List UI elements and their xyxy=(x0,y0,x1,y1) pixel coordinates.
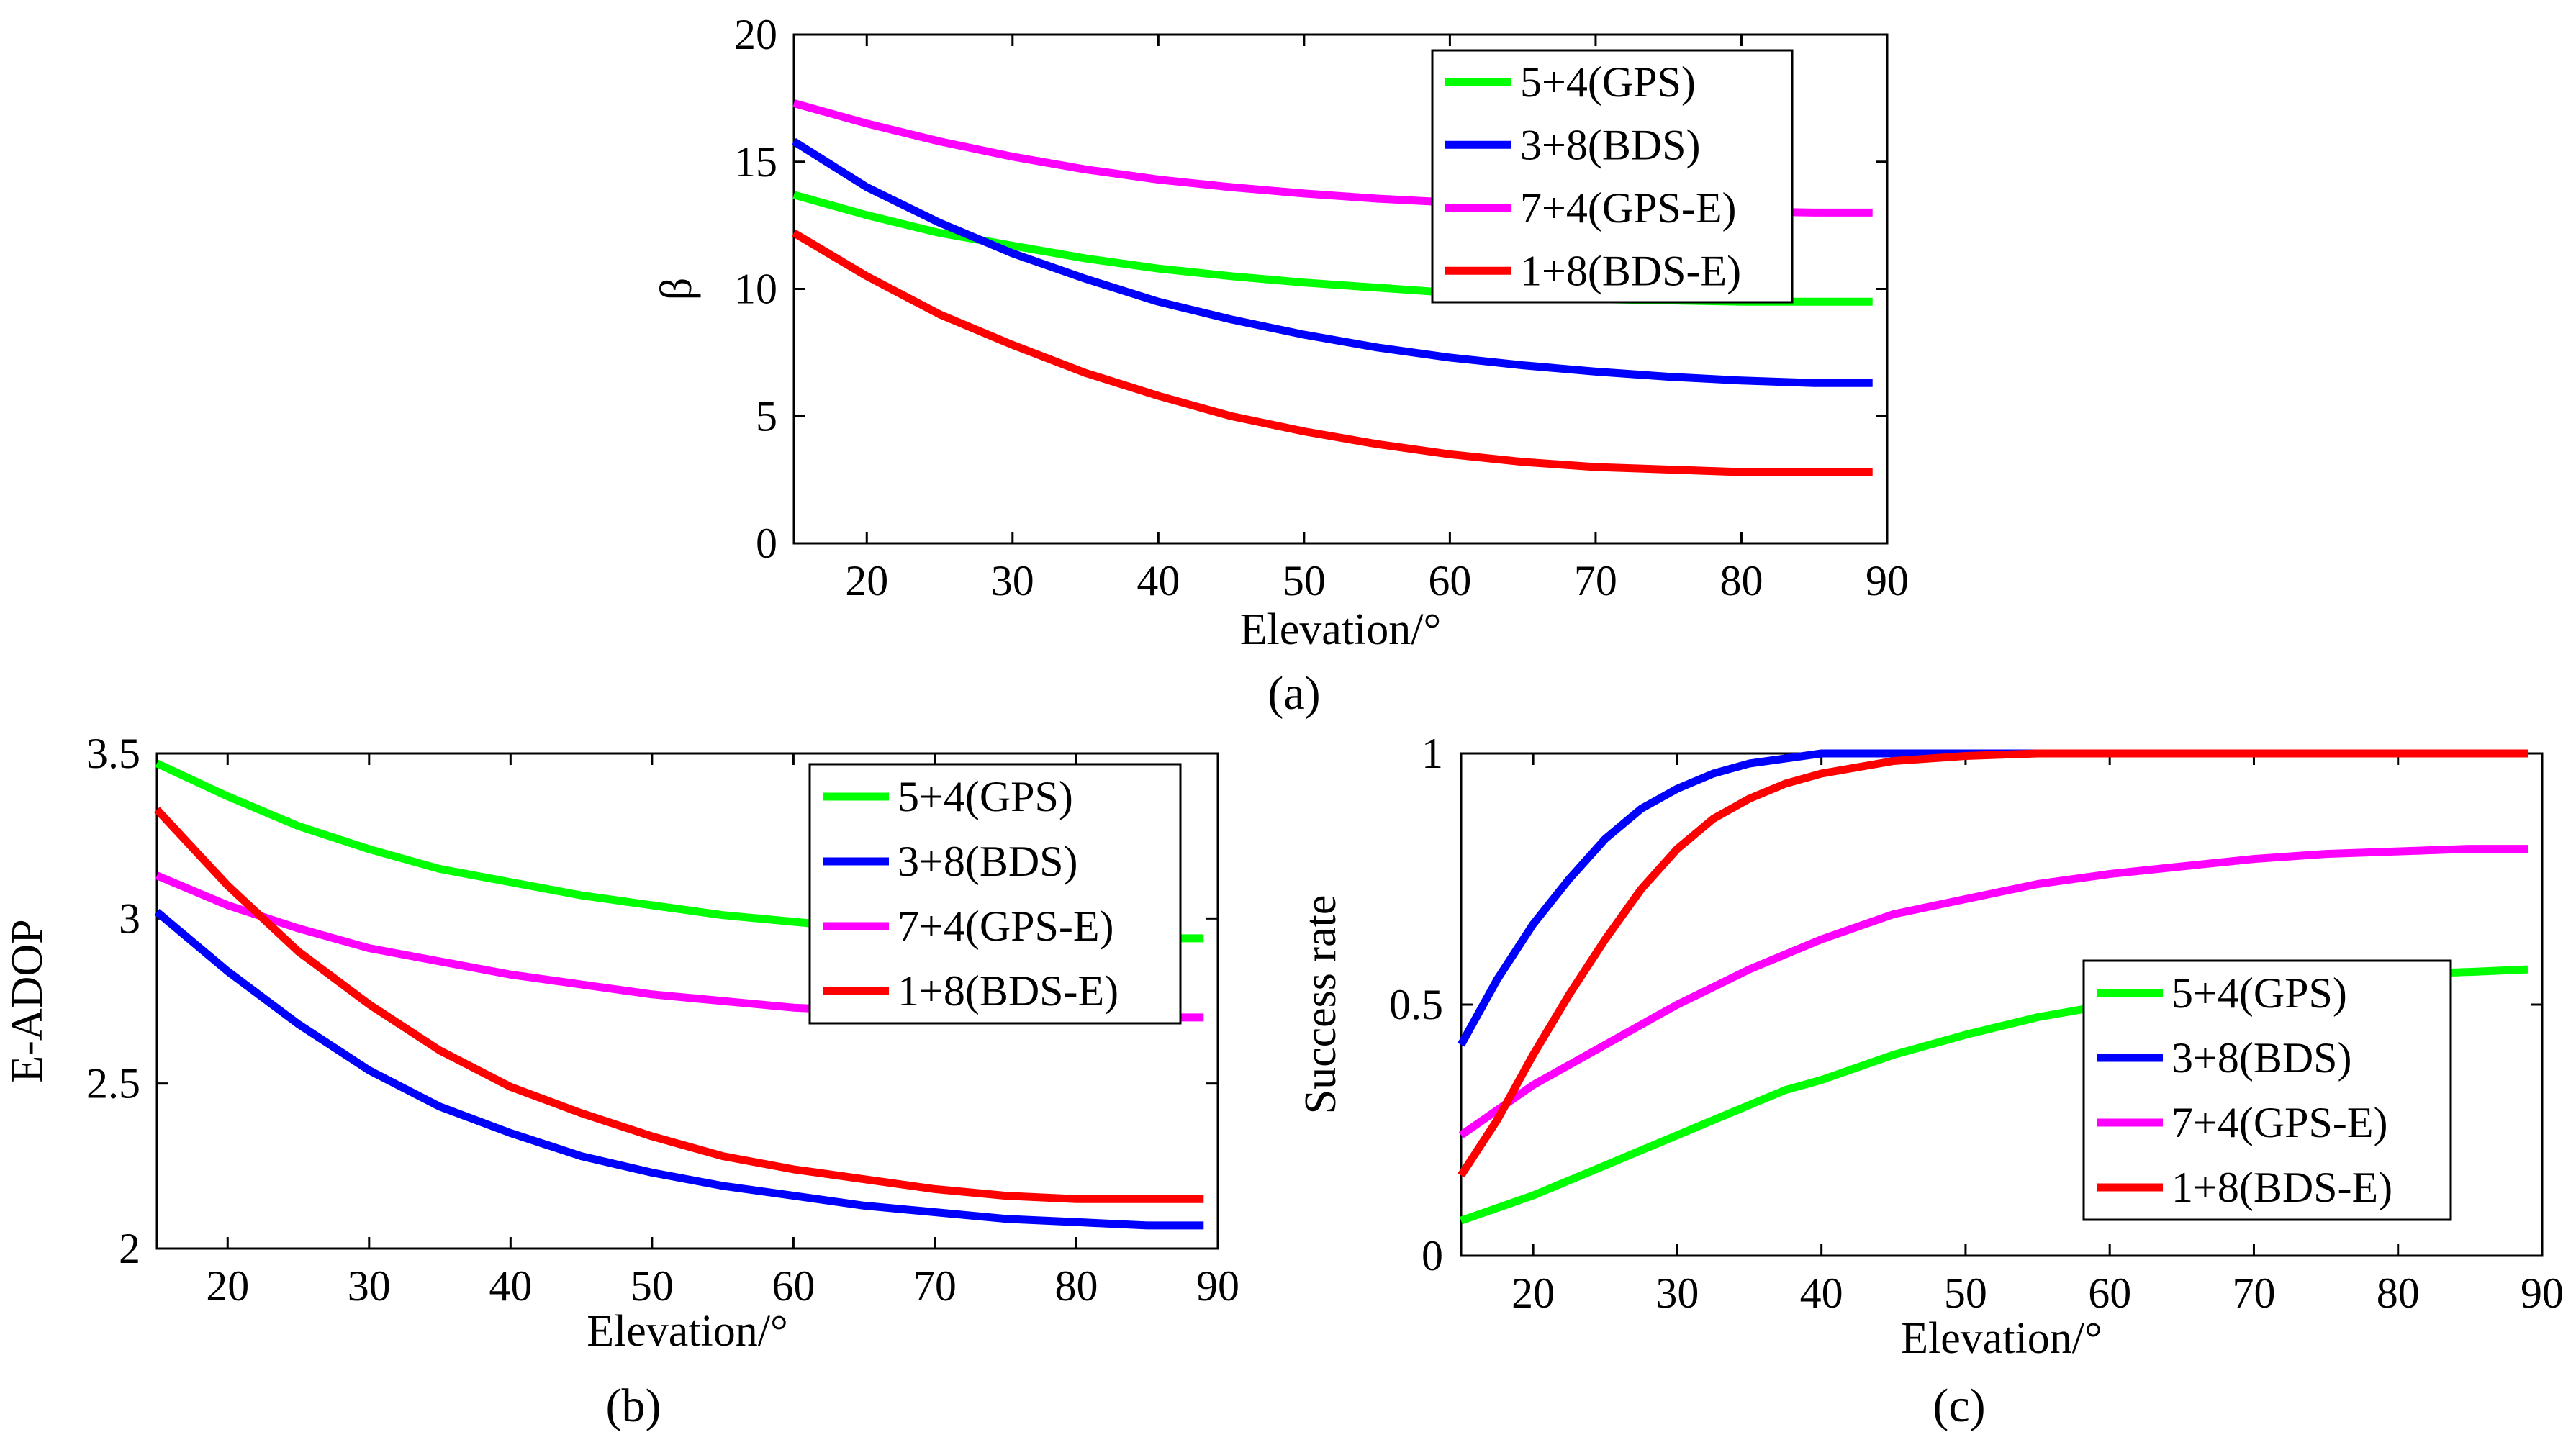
series-line-1-8-bds-e xyxy=(153,807,1204,1203)
legend-entry-label: 7+4(GPS-E) xyxy=(1520,184,1737,232)
series-line-1-8-bds-e xyxy=(1458,749,2528,1178)
y-tick-label: 2 xyxy=(119,1225,140,1272)
panel-label: (b) xyxy=(606,1380,661,1432)
x-tick-label: 20 xyxy=(1511,1269,1555,1317)
series-line-1-8-bds-e xyxy=(792,229,1873,476)
y-axis-label: β xyxy=(652,278,701,301)
x-tick-label: 80 xyxy=(1719,557,1763,604)
panel-label: (c) xyxy=(1933,1380,1985,1432)
x-tick-label: 50 xyxy=(631,1262,674,1310)
y-axis-label: E-ADOP xyxy=(3,919,52,1082)
legend-entry-label: 3+8(BDS) xyxy=(1520,121,1701,168)
x-tick-label: 30 xyxy=(348,1262,391,1310)
x-tick-label: 50 xyxy=(1283,557,1326,604)
legend-entry-label: 7+4(GPS-E) xyxy=(898,902,1114,950)
y-tick-label: 0 xyxy=(1422,1232,1443,1279)
x-tick-label: 20 xyxy=(206,1262,249,1310)
legend-box xyxy=(2082,959,2452,1221)
x-tick-label: 20 xyxy=(845,557,888,604)
x-tick-label: 60 xyxy=(1428,557,1471,604)
chart-panel-c: 20 30 40 50 60 70 80 90 0 0.5 1 5+4(GPS) 3+8(BDS) 7+4… xyxy=(1296,730,2564,1432)
y-tick-label: 0.5 xyxy=(1389,981,1443,1028)
x-tick-label: 50 xyxy=(1944,1269,1987,1317)
legend-entry-label: 5+4(GPS) xyxy=(898,773,1073,820)
legend: 5+4(GPS) 3+8(BDS) 7+4(GPS-E) 1+8(BDS-E) xyxy=(2082,959,2452,1221)
x-tick-label: 80 xyxy=(1054,1262,1098,1310)
x-tick-label: 80 xyxy=(2377,1269,2420,1317)
x-tick-label: 60 xyxy=(2088,1269,2131,1317)
legend: 5+4(GPS) 3+8(BDS) 7+4(GPS-E) 1+8(BDS-E) xyxy=(1431,49,1794,304)
y-tick-label: 5 xyxy=(756,392,777,440)
y-tick-label: 15 xyxy=(734,138,777,186)
chart-panel-b: 20 30 40 50 60 70 80 90 2 2.5 3 3.5 5+4(GPS) 3+8(BDS)… xyxy=(3,730,1239,1432)
series-line-3-8-bds xyxy=(792,137,1873,387)
x-tick-label: 30 xyxy=(991,557,1034,604)
legend-entry-label: 5+4(GPS) xyxy=(2171,969,2347,1017)
x-tick-label: 30 xyxy=(1655,1269,1699,1317)
x-tick-label: 40 xyxy=(489,1262,532,1310)
plot-area-frame xyxy=(155,752,1219,1250)
x-tick-label: 60 xyxy=(772,1262,815,1310)
legend-entry-label: 3+8(BDS) xyxy=(898,838,1078,885)
legend-entry-label: 1+8(BDS-E) xyxy=(898,967,1118,1015)
legend-entry-label: 1+8(BDS-E) xyxy=(1520,247,1741,294)
legend-entry-label: 7+4(GPS-E) xyxy=(2171,1099,2388,1146)
legend-entry-label: 3+8(BDS) xyxy=(2171,1034,2352,1082)
x-axis-label: Elevation/° xyxy=(1240,605,1442,654)
y-tick-label: 3 xyxy=(119,894,140,942)
legend-box xyxy=(808,763,1182,1025)
x-tick-label: 70 xyxy=(1574,557,1617,604)
x-tick-label: 90 xyxy=(2521,1269,2564,1317)
x-axis-label: Elevation/° xyxy=(1901,1314,2102,1363)
legend-entry-label: 5+4(GPS) xyxy=(1520,58,1696,106)
panel-label: (a) xyxy=(1267,667,1320,720)
series-line-7-4-gps-e xyxy=(1458,845,2528,1139)
series-line-3-8-bds xyxy=(154,908,1204,1230)
y-tick-label: 1 xyxy=(1422,730,1443,777)
chart-panel-a: 20 30 40 50 60 70 80 90 0 5 10 15 20 5+4(GPS) 3+8(BDS)… xyxy=(652,11,1909,720)
legend: 5+4(GPS) 3+8(BDS) 7+4(GPS-E) 1+8(BDS-E) xyxy=(808,763,1182,1025)
x-tick-label: 70 xyxy=(2232,1269,2275,1317)
y-tick-label: 20 xyxy=(734,11,777,58)
legend-entry-label: 1+8(BDS-E) xyxy=(2171,1164,2392,1211)
x-tick-label: 90 xyxy=(1196,1262,1239,1310)
legend-box xyxy=(1431,49,1794,304)
y-tick-label: 0 xyxy=(756,520,777,567)
x-tick-label: 90 xyxy=(1866,557,1909,604)
x-tick-label: 40 xyxy=(1136,557,1180,604)
x-tick-label: 40 xyxy=(1800,1269,1843,1317)
x-tick-label: 70 xyxy=(913,1262,957,1310)
x-axis-label: Elevation/° xyxy=(587,1307,788,1356)
y-tick-label: 3.5 xyxy=(86,730,140,777)
y-tick-label: 10 xyxy=(734,266,777,313)
y-tick-label: 2.5 xyxy=(86,1060,140,1107)
y-axis-label: Success rate xyxy=(1296,895,1345,1115)
